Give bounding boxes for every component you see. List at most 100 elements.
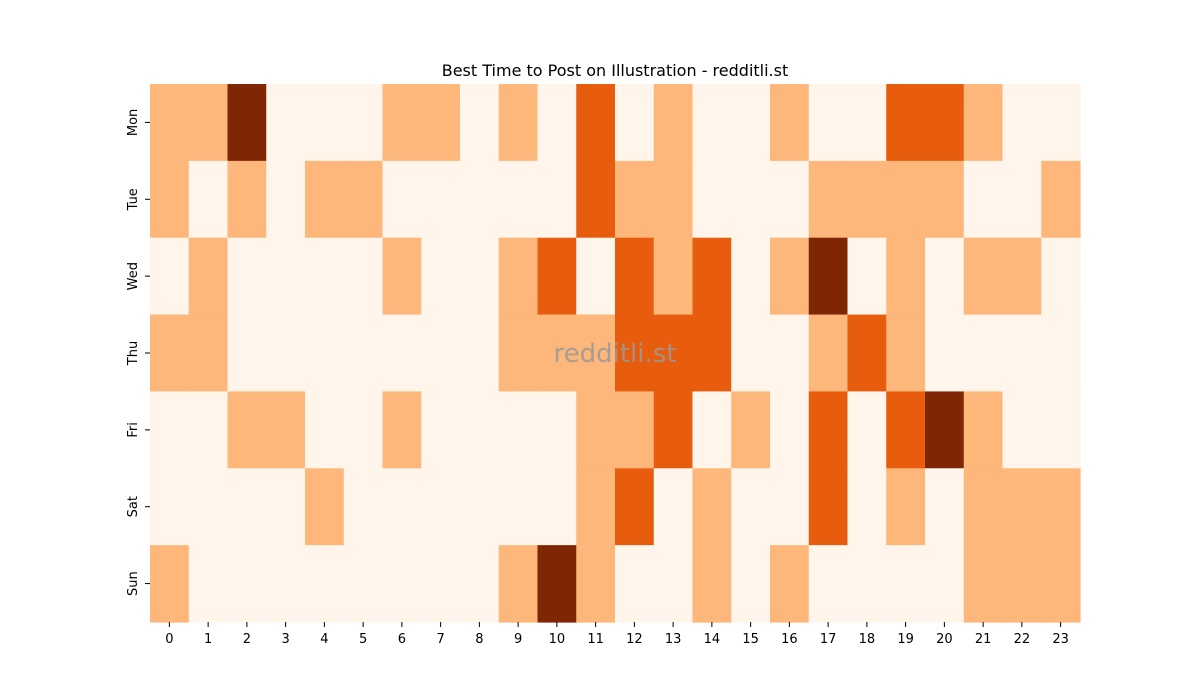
heatmap-cell — [1002, 314, 1042, 393]
y-tick-label: Fri — [126, 422, 141, 438]
heatmap-cell — [576, 160, 616, 239]
heatmap-cell — [1041, 84, 1081, 162]
heatmap-cell — [537, 468, 577, 546]
heatmap-cell — [382, 391, 422, 469]
heatmap-cell — [770, 160, 810, 239]
x-tick-label: 23 — [1052, 632, 1069, 647]
heatmap-cell — [692, 545, 732, 623]
heatmap-cell — [886, 545, 926, 623]
heatmap-cell — [886, 391, 926, 469]
heatmap-cell — [731, 468, 771, 546]
heatmap-cell — [266, 84, 306, 162]
heatmap-cell — [188, 468, 229, 546]
heatmap-cell — [150, 237, 190, 316]
x-axis: 0 1 2 3 4 5 6 7 8 9 10 11 12 13 14 15 16 17 18 19 20 21 22 23 — [165, 622, 1069, 647]
x-tick-label: 8 — [475, 632, 483, 647]
heatmap-cell — [343, 468, 384, 546]
heatmap-cell — [731, 84, 771, 162]
heatmap-cell — [847, 84, 887, 162]
heatmap-cell — [731, 391, 771, 469]
heatmap-cell — [963, 314, 1004, 393]
heatmap-cell — [227, 391, 267, 469]
heatmap-cell — [653, 391, 694, 469]
heatmap-cell — [227, 314, 267, 393]
heatmap-cell — [963, 160, 1004, 239]
heatmap-cell — [808, 391, 849, 469]
heatmap-cell — [576, 84, 616, 162]
heatmap-cell — [188, 391, 229, 469]
heatmap-cell — [925, 84, 965, 162]
heatmap-cell — [305, 468, 345, 546]
heatmap-cell — [537, 545, 577, 623]
heatmap-cell — [1002, 391, 1042, 469]
heatmap-cell — [615, 160, 655, 239]
heatmap-cell — [421, 84, 461, 162]
heatmap-cell — [1002, 545, 1042, 623]
heatmap-cell — [343, 391, 384, 469]
heatmap-cell — [653, 468, 694, 546]
heatmap-cell — [227, 237, 267, 316]
heatmap-cell — [343, 545, 384, 623]
heatmap-cell — [188, 160, 229, 239]
heatmap-cell — [382, 84, 422, 162]
heatmap-cell — [537, 237, 577, 316]
heatmap-cell — [1041, 314, 1081, 393]
heatmap-cell — [421, 468, 461, 546]
x-tick-label: 4 — [320, 632, 328, 647]
heatmap-cell — [266, 545, 306, 623]
heatmap-cell — [343, 160, 384, 239]
heatmap-cell — [266, 237, 306, 316]
x-tick-label: 5 — [359, 632, 367, 647]
heatmap-cell — [847, 391, 887, 469]
x-tick-label: 13 — [665, 632, 682, 647]
heatmap-cell — [460, 391, 500, 469]
heatmap-cell — [1041, 545, 1081, 623]
heatmap-cell — [537, 84, 577, 162]
heatmap-cell — [1041, 237, 1081, 316]
x-tick-label: 12 — [626, 632, 643, 647]
chart-title: Best Time to Post on Illustration - redd… — [442, 61, 789, 80]
heatmap-cell — [266, 391, 306, 469]
heatmap-cell — [150, 160, 190, 239]
heatmap-cell — [343, 237, 384, 316]
heatmap-cell — [305, 160, 345, 239]
heatmap-cell — [498, 237, 539, 316]
x-tick-label: 21 — [975, 632, 992, 647]
x-tick-label: 16 — [781, 632, 798, 647]
heatmap-cell — [460, 84, 500, 162]
x-tick-label: 20 — [936, 632, 953, 647]
heatmap-cell — [150, 391, 190, 469]
heatmap-cell — [382, 314, 422, 393]
heatmap-cell — [925, 545, 965, 623]
x-tick-label: 17 — [820, 632, 837, 647]
heatmap-cell — [498, 314, 539, 393]
y-tick-label: Sun — [126, 571, 141, 596]
heatmap-cell — [421, 160, 461, 239]
heatmap-cell — [615, 84, 655, 162]
heatmap-cell — [615, 237, 655, 316]
heatmap-cell — [576, 468, 616, 546]
heatmap-cell — [266, 468, 306, 546]
heatmap-cell — [227, 468, 267, 546]
y-axis: Mon Tue Wed Thu Fri Sat Sun — [126, 109, 150, 596]
heatmap-cell — [460, 314, 500, 393]
heatmap-cell — [150, 545, 190, 623]
heatmap-cell — [1002, 468, 1042, 546]
heatmap-cell — [1002, 84, 1042, 162]
y-tick-label: Sat — [126, 496, 141, 517]
heatmap-cell — [1041, 160, 1081, 239]
heatmap-cell — [421, 391, 461, 469]
heatmap-cell — [615, 468, 655, 546]
heatmap-cell — [847, 160, 887, 239]
heatmap-cell — [1041, 468, 1081, 546]
heatmap-cell — [498, 391, 539, 469]
heatmap-cell — [305, 237, 345, 316]
heatmap-cell — [498, 545, 539, 623]
heatmap-cell — [266, 160, 306, 239]
heatmap-cell — [305, 84, 345, 162]
heatmap-cell — [808, 545, 849, 623]
heatmap-cell — [460, 237, 500, 316]
heatmap-cell — [343, 84, 384, 162]
heatmap-cell — [886, 160, 926, 239]
